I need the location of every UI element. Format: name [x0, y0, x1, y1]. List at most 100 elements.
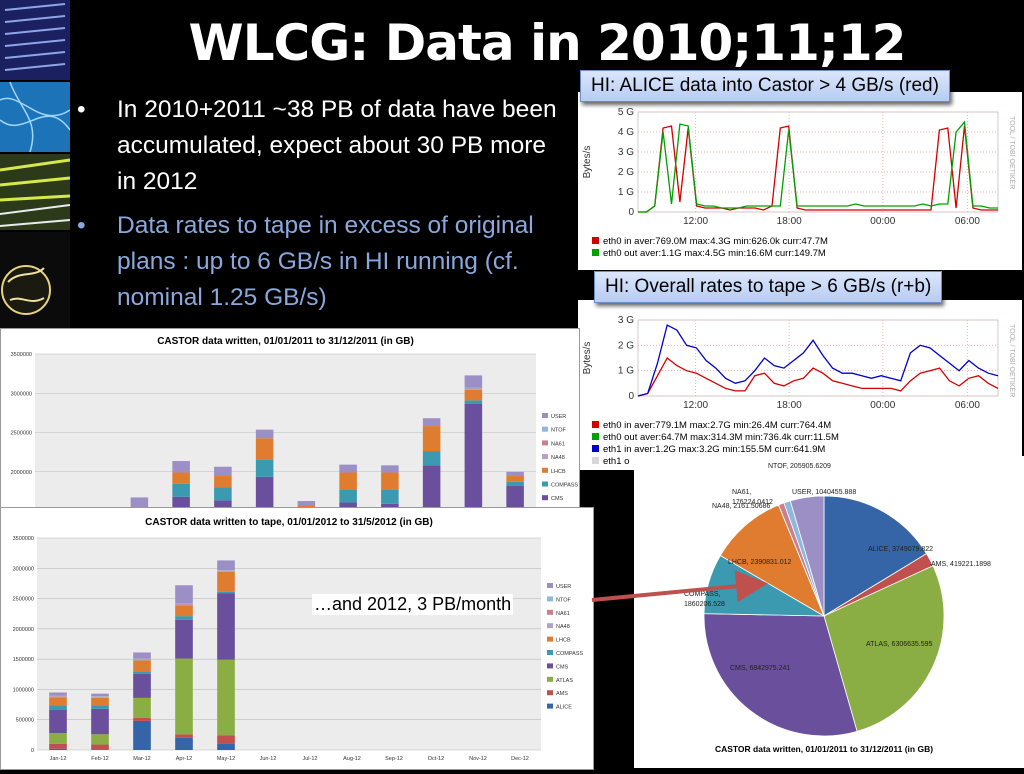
bar-segment: [133, 698, 151, 718]
x-tick-label: 06:00: [955, 400, 980, 411]
y-tick-label: 0: [628, 207, 634, 218]
legend-text: eth0 in aver:779.1M max:2.7G min:26.4M c…: [603, 420, 831, 431]
plot-area: [37, 538, 541, 750]
legend-label: AMS: [556, 691, 568, 697]
y-tick-label: 2500000: [13, 597, 34, 603]
bar-segment: [339, 490, 357, 503]
bar-segment: [381, 465, 399, 472]
legend-swatch: [547, 690, 553, 695]
legend-swatch: [592, 237, 599, 244]
note-2012-rate: …and 2012, 3 PB/month: [312, 594, 513, 615]
legend-label: CMS: [556, 664, 569, 670]
decorative-photo-strip: [0, 0, 70, 330]
legend-label: NA61: [551, 441, 565, 447]
bar-segment: [465, 400, 483, 404]
slide-title: WLCG: Data in 2010;11;12: [70, 14, 1024, 72]
bar-segment: [214, 467, 232, 476]
legend-text: eth0 out aver:64.7M max:314.3M min:736.4…: [603, 432, 839, 443]
x-tick-label: 18:00: [777, 216, 802, 227]
legend-swatch: [547, 704, 553, 709]
y-tick-label: 3000000: [11, 391, 32, 397]
bar-segment: [256, 430, 274, 439]
bar-segment: [256, 477, 274, 509]
bar-segment: [217, 572, 235, 592]
y-axis-label: Bytes/s: [582, 146, 593, 179]
y-tick-label: 3500000: [13, 536, 34, 542]
legend-label: NA48: [551, 455, 565, 461]
pie-slice-label: CMS, 6842975.241: [730, 665, 790, 672]
bullet-dot-icon: •: [77, 92, 86, 128]
y-tick-label: 1500000: [13, 657, 34, 663]
legend-swatch: [547, 596, 553, 601]
legend-text: eth0 in aver:769.0M max:4.3G min:626.0k …: [603, 236, 828, 247]
bar-segment: [175, 585, 193, 603]
bar-segment: [423, 418, 441, 426]
bar-segment: [217, 735, 235, 743]
x-tick-label: 06:00: [955, 216, 980, 227]
legend-swatch: [592, 445, 599, 452]
bar-segment: [133, 659, 151, 660]
bar-segment: [91, 709, 109, 734]
x-tick-label: Mar-12: [133, 756, 150, 762]
pie-slice-label: ALICE, 3749079.822: [868, 546, 933, 553]
y-tick-label: 4 G: [618, 127, 634, 138]
legend-text: eth0 out aver:1.1G max:4.5G min:16.6M cu…: [603, 248, 826, 259]
bullet-list: • In 2010+2011 ~38 PB of data have been …: [72, 92, 567, 324]
bullet-item: • In 2010+2011 ~38 PB of data have been …: [72, 92, 567, 200]
plot-area: [638, 320, 998, 396]
y-tick-label: 500000: [16, 718, 34, 724]
x-tick-label: Feb-12: [91, 756, 108, 762]
bullet-item: • Data rates to tape in excess of origin…: [72, 208, 567, 316]
bar-segment: [91, 698, 109, 705]
bar-segment: [423, 426, 441, 451]
bar-segment: [91, 705, 109, 709]
pie-slice-label: AMS, 419221.1898: [931, 561, 991, 568]
x-tick-label: Aug-12: [343, 756, 361, 762]
x-tick-label: 12:00: [683, 400, 708, 411]
pie-slice-value: 176224.0412: [732, 499, 773, 506]
legend-swatch: [542, 495, 548, 500]
x-tick-label: 00:00: [870, 216, 895, 227]
bar-segment: [214, 476, 232, 487]
bar-segment: [172, 472, 190, 483]
bar-segment: [49, 695, 67, 696]
x-tick-label: May-12: [217, 756, 235, 762]
legend-swatch: [542, 440, 548, 445]
bar-segment: [217, 571, 235, 572]
legend-label: USER: [551, 414, 566, 420]
bar-segment: [217, 592, 235, 593]
chart-title: CASTOR data written to tape, 01/01/2012 …: [145, 517, 433, 528]
bar-segment: [465, 375, 483, 387]
x-tick-label: Jul-12: [303, 756, 318, 762]
bar-segment: [91, 734, 109, 744]
pointer-arrow: [560, 570, 770, 610]
bar-segment: [91, 696, 109, 697]
pie-slice-label: USER, 1040455.888: [792, 489, 856, 496]
bar-segment: [465, 388, 483, 390]
bar-segment: [506, 486, 524, 509]
bar-segment: [91, 697, 109, 698]
legend-label: ATLAS: [556, 678, 573, 684]
bar-segment: [133, 659, 151, 660]
chart-title: CASTOR data written, 01/01/2011 to 31/12…: [715, 744, 933, 754]
bar-segment: [423, 465, 441, 509]
bar-segment: [175, 604, 193, 605]
legend-swatch: [592, 457, 599, 464]
x-tick-label: 18:00: [777, 400, 802, 411]
legend-swatch: [547, 677, 553, 682]
bar-segment: [506, 472, 524, 476]
y-tick-label: 3 G: [618, 147, 634, 158]
bar-segment: [131, 497, 149, 507]
legend-label: COMPASS: [556, 651, 583, 657]
y-tick-label: 0: [31, 748, 34, 754]
y-tick-label: 0: [628, 391, 634, 402]
legend-label: NTOF: [551, 428, 567, 434]
x-tick-label: 00:00: [870, 400, 895, 411]
y-tick-label: 2500000: [11, 431, 32, 437]
legend-label: COMPASS: [551, 483, 578, 489]
legend-swatch: [547, 623, 553, 628]
y-axis-label: Bytes/s: [582, 342, 593, 375]
plot-area: [35, 354, 536, 509]
